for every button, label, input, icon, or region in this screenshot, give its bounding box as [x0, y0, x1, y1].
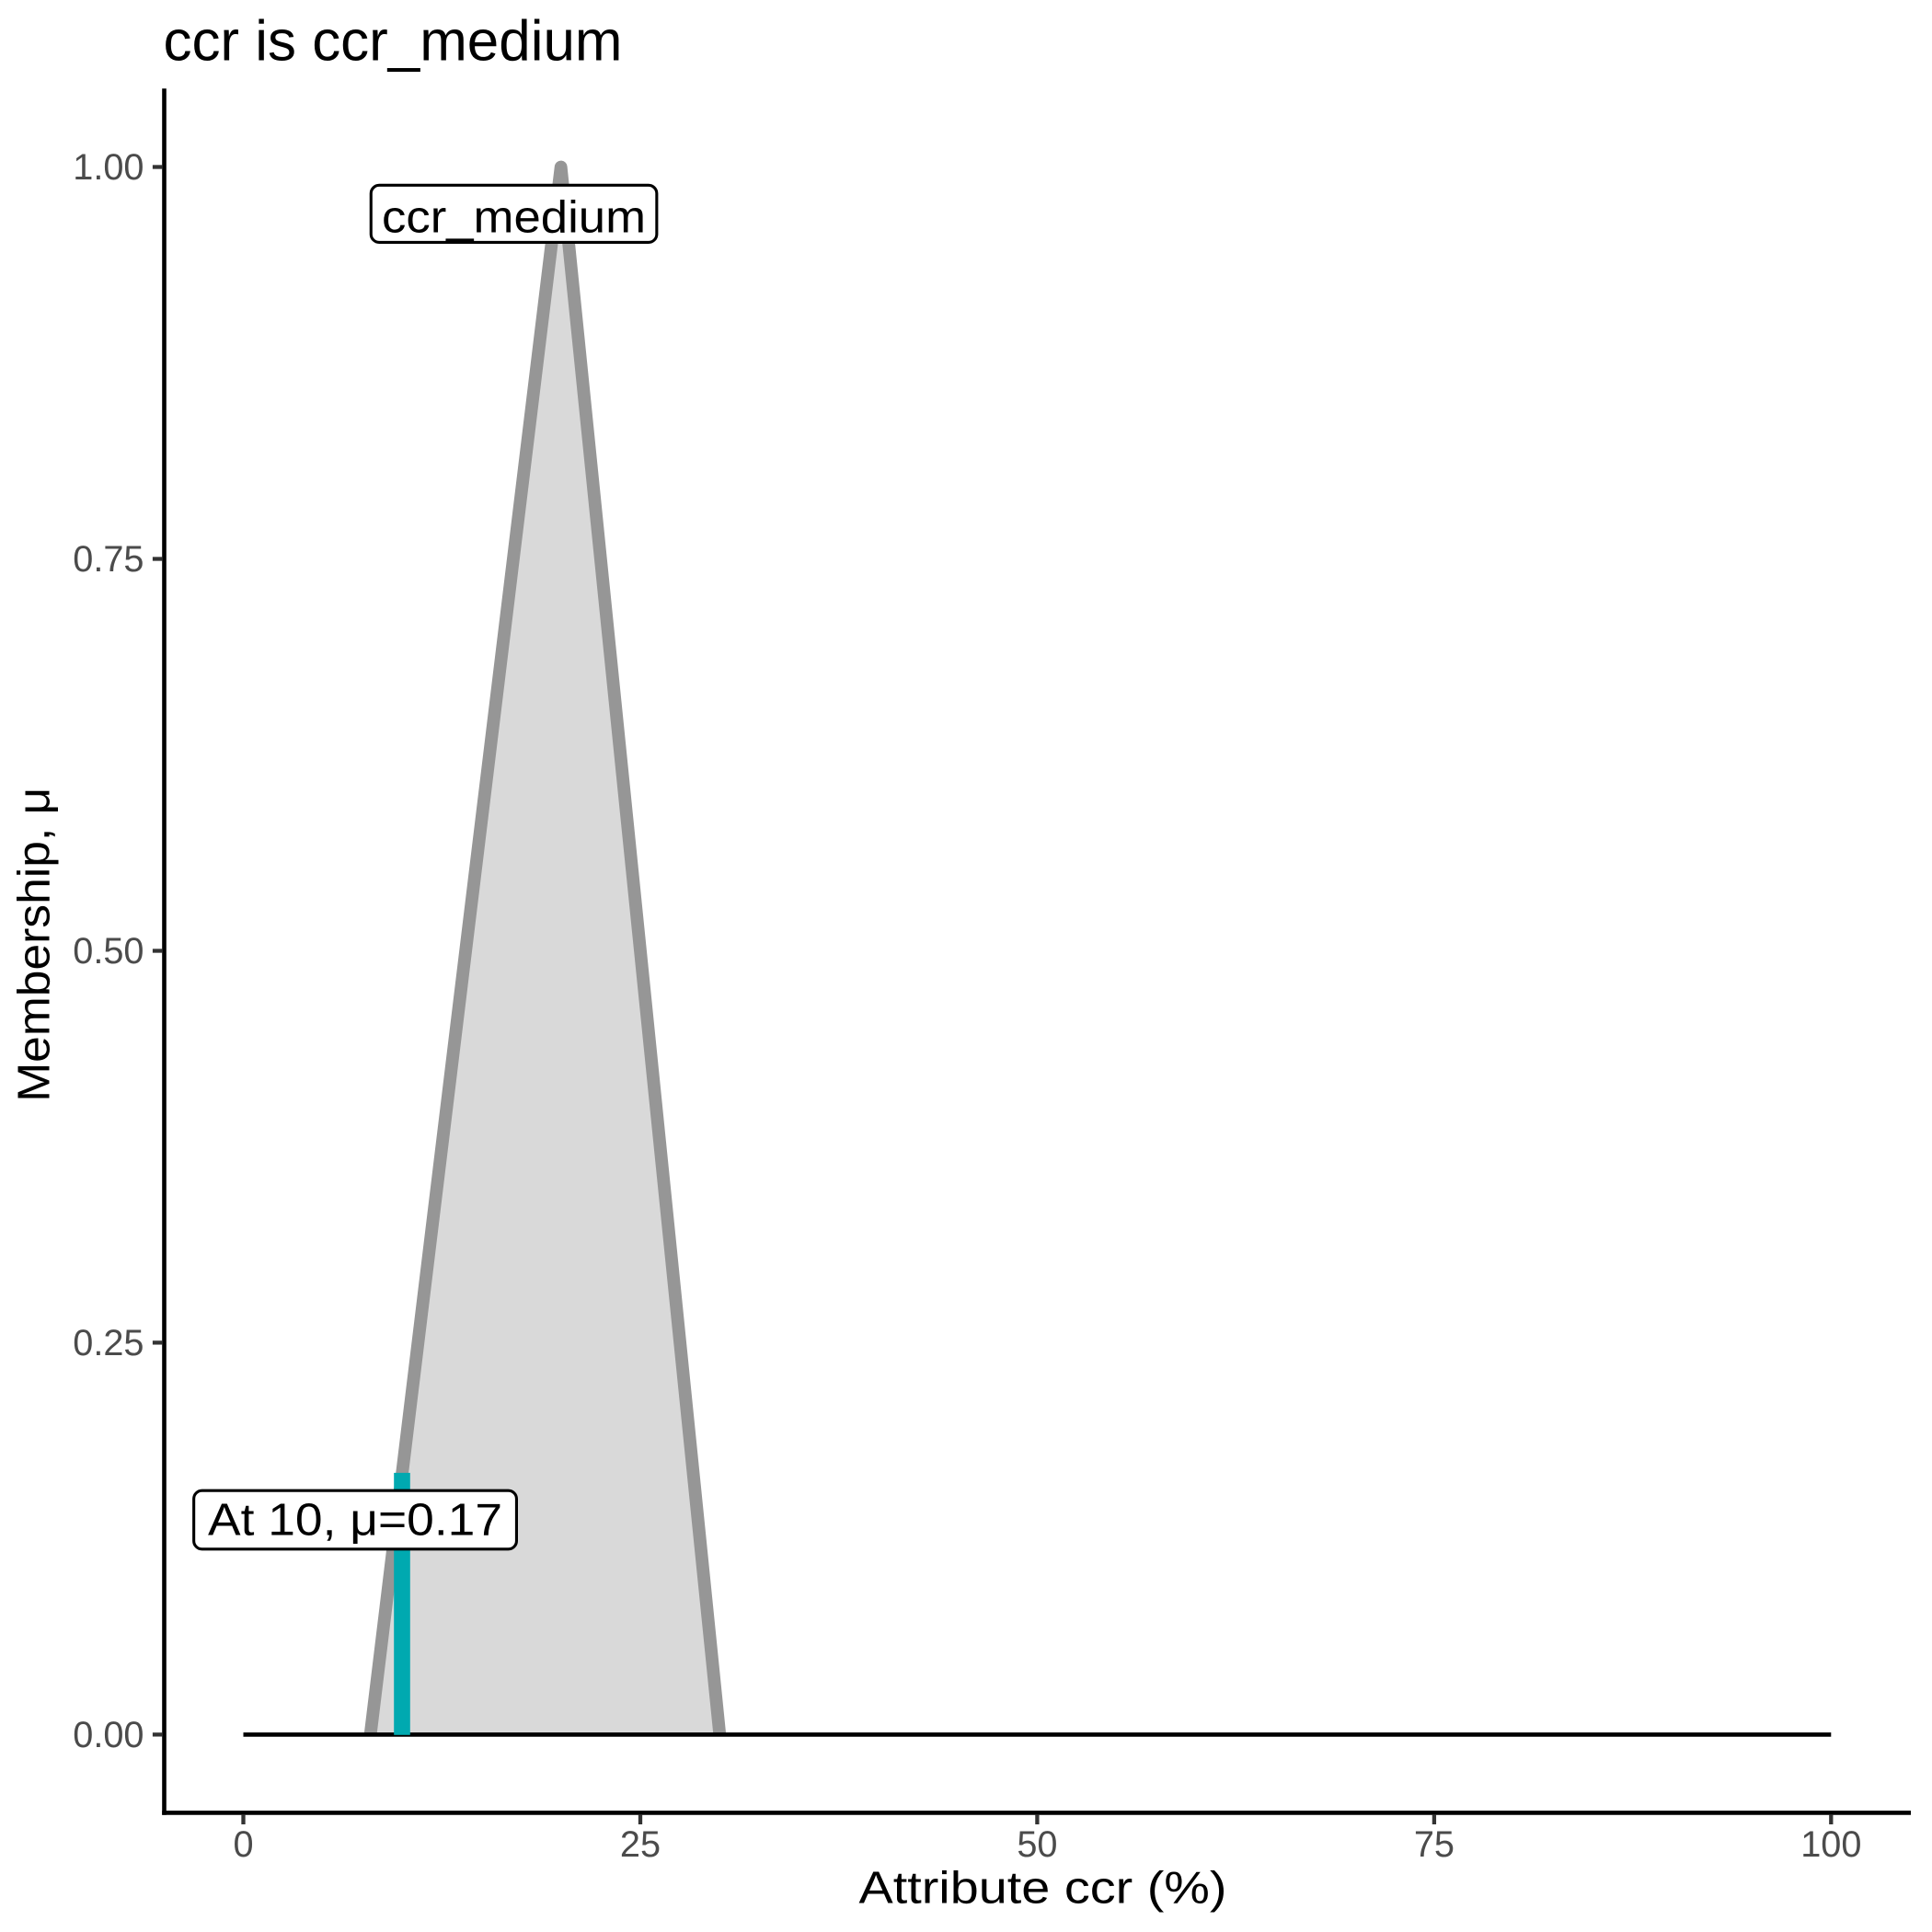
svg-text:100: 100: [1800, 1824, 1861, 1865]
svg-text:Attribute ccr (%): Attribute ccr (%): [859, 1864, 1227, 1914]
svg-text:ccr_medium: ccr_medium: [382, 193, 646, 243]
svg-text:25: 25: [620, 1824, 661, 1865]
svg-text:Membership, μ: Membership, μ: [10, 788, 60, 1102]
svg-text:75: 75: [1414, 1824, 1455, 1865]
svg-text:0: 0: [233, 1824, 253, 1865]
svg-text:0.25: 0.25: [73, 1323, 144, 1363]
svg-text:0.75: 0.75: [73, 539, 144, 580]
svg-text:0.50: 0.50: [73, 931, 144, 972]
svg-text:ccr is ccr_medium: ccr is ccr_medium: [164, 10, 623, 74]
svg-text:1.00: 1.00: [73, 147, 144, 188]
svg-text:0.00: 0.00: [73, 1715, 144, 1755]
svg-text:50: 50: [1017, 1824, 1057, 1865]
svg-text:At 10, μ=0.17: At 10, μ=0.17: [208, 1496, 502, 1546]
